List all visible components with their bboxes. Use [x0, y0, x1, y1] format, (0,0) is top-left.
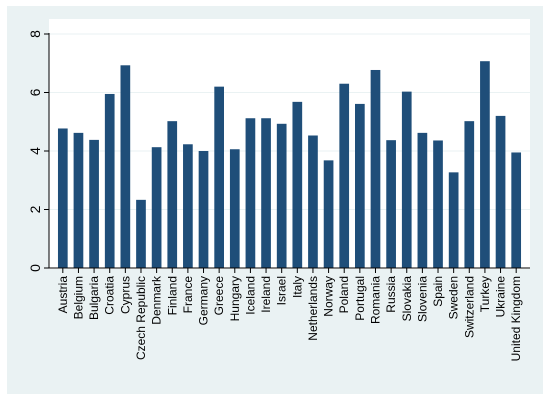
x-tick-label: Switzerland	[462, 276, 476, 338]
bar-spain	[433, 140, 443, 268]
bar-ukraine	[495, 115, 506, 269]
x-tick-label: Russia	[384, 276, 398, 313]
bar-cyprus	[120, 65, 131, 268]
bars	[57, 61, 522, 269]
x-axis-ticks: Austria Belgium Bulgaria Croatia Cyprus Czech…	[56, 268, 523, 361]
x-tick-label: Austria	[56, 276, 70, 314]
bar-switzerland	[464, 121, 475, 268]
x-tick-label: Turkey	[478, 276, 492, 312]
bar-romania	[370, 69, 381, 268]
x-tick-label: Cyprus	[118, 276, 132, 314]
x-tick-label: Israel	[275, 276, 289, 305]
x-tick-label: Germany	[197, 276, 211, 325]
bar-germany	[198, 151, 209, 268]
x-tick-label: Ukraine	[494, 276, 508, 318]
bar-iceland	[245, 118, 256, 269]
bar-ireland	[261, 118, 271, 269]
bar-netherlands	[308, 135, 318, 268]
bar-united-kingdom	[511, 152, 522, 268]
bar-finland	[167, 121, 178, 268]
x-tick-label: United Kingdom	[509, 276, 523, 361]
x-tick-label: Poland	[337, 276, 351, 313]
y-tick-label: 0	[27, 264, 43, 272]
bar-hungary	[229, 149, 240, 268]
x-tick-label: Slovenia	[415, 276, 429, 322]
x-tick-label: Denmark	[150, 275, 164, 325]
x-tick-label: Ireland	[259, 276, 273, 313]
x-tick-label: France	[181, 276, 195, 314]
y-tick-label: 2	[27, 205, 43, 213]
y-tick-label: 6	[27, 88, 43, 96]
x-tick-label: Finland	[165, 276, 179, 315]
bar-turkey	[480, 61, 490, 268]
bar-israel	[276, 123, 287, 268]
bar-italy	[292, 101, 303, 268]
x-tick-label: Italy	[290, 276, 304, 298]
x-tick-label: Bulgaria	[87, 276, 101, 320]
bar-norway	[323, 160, 334, 268]
bar-bulgaria	[89, 139, 99, 268]
bar-poland	[339, 83, 350, 268]
y-tick-label: 4	[27, 147, 43, 155]
bar-czech-republic	[136, 199, 146, 268]
x-tick-label: Portugal	[353, 276, 367, 321]
x-tick-label: Norway	[322, 276, 336, 317]
bar-portugal	[355, 103, 365, 268]
x-tick-label: Croatia	[103, 276, 117, 315]
x-tick-label: Sweden	[447, 276, 461, 319]
bar-russia	[386, 140, 396, 268]
x-tick-label: Belgium	[71, 276, 85, 319]
x-tick-label: Hungary	[228, 276, 242, 321]
x-tick-label: Spain	[431, 276, 445, 307]
bar-france	[183, 144, 193, 268]
x-tick-label: Romania	[368, 276, 382, 324]
bar-greece	[214, 86, 224, 269]
bar-slovakia	[401, 91, 412, 268]
bar-austria	[57, 128, 68, 268]
x-tick-label: Slovakia	[400, 276, 414, 322]
x-tick-label: Czech Republic	[134, 276, 148, 360]
bar-sweden	[448, 172, 459, 268]
y-tick-label: 8	[27, 30, 43, 38]
bar-slovenia	[417, 132, 428, 268]
x-tick-label: Netherlands	[306, 276, 320, 341]
bar-croatia	[104, 93, 115, 269]
y-axis-ticks: 0 2 4 6 8	[27, 30, 49, 272]
x-tick-label: Greece	[212, 276, 226, 316]
x-tick-label: Iceland	[243, 276, 257, 315]
bar-belgium	[73, 132, 84, 268]
bar-denmark	[151, 147, 162, 268]
